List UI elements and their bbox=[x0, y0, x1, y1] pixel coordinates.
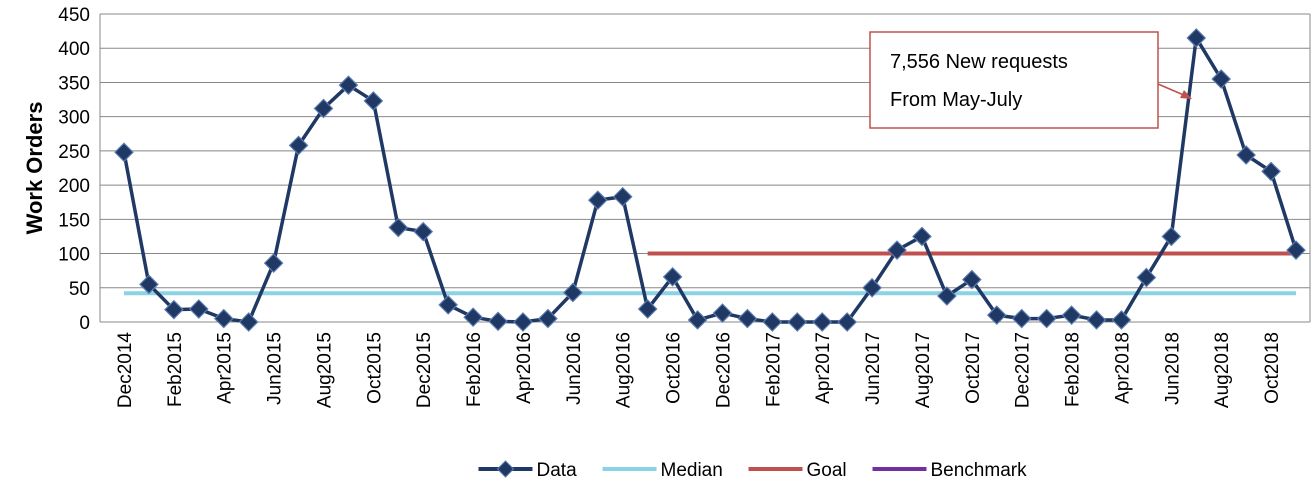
y-tick-label: 100 bbox=[58, 245, 90, 266]
data-point bbox=[238, 312, 259, 332]
data-point bbox=[213, 308, 234, 329]
data-point bbox=[388, 217, 409, 238]
x-tick-label: Feb2018 bbox=[1063, 332, 1084, 407]
y-tick-label: 0 bbox=[79, 313, 90, 334]
y-tick-label: 50 bbox=[69, 279, 90, 300]
data-point bbox=[338, 75, 359, 96]
data-point bbox=[313, 98, 334, 119]
y-tick-label: 350 bbox=[58, 73, 90, 94]
legend-label: Median bbox=[661, 460, 723, 481]
annotation-box bbox=[869, 31, 1159, 129]
annotation-arrow bbox=[1157, 83, 1187, 97]
data-point bbox=[513, 312, 533, 332]
x-tick-label: Feb2015 bbox=[165, 332, 186, 407]
x-tick-label: Aug2016 bbox=[614, 332, 635, 408]
data-point bbox=[612, 186, 633, 207]
x-tick-label: Dec2015 bbox=[414, 332, 435, 408]
data-point bbox=[1136, 267, 1157, 288]
data-point bbox=[737, 308, 758, 329]
x-tick-label: Jun2015 bbox=[265, 332, 286, 405]
x-tick-label: Dec2016 bbox=[713, 332, 734, 408]
data-point bbox=[961, 269, 982, 290]
data-point bbox=[912, 226, 932, 247]
legend-label: Goal bbox=[807, 460, 847, 481]
data-point bbox=[812, 312, 833, 332]
x-tick-label: Aug2015 bbox=[314, 332, 335, 408]
y-tick-label: 200 bbox=[58, 176, 90, 197]
data-point bbox=[288, 135, 309, 156]
x-tick-label: Jun2016 bbox=[564, 332, 585, 405]
data-point bbox=[1161, 226, 1182, 247]
x-tick-label: Jun2017 bbox=[863, 332, 884, 405]
data-point bbox=[837, 312, 857, 332]
data-point bbox=[563, 282, 583, 303]
x-tick-label: Apr2016 bbox=[514, 332, 535, 404]
data-point bbox=[538, 308, 558, 329]
data-point bbox=[1111, 310, 1132, 330]
annotation-line: 7,556 New requests bbox=[890, 51, 1068, 73]
x-tick-label: Apr2017 bbox=[813, 332, 834, 404]
x-tick-label: Dec2017 bbox=[1013, 332, 1034, 408]
data-point bbox=[687, 310, 708, 330]
annotation-arrowhead bbox=[1180, 90, 1192, 99]
y-tick-label: 450 bbox=[58, 5, 90, 26]
data-point bbox=[1261, 161, 1281, 182]
data-point bbox=[413, 221, 434, 242]
data-point bbox=[787, 312, 808, 332]
x-tick-label: Aug2018 bbox=[1212, 332, 1233, 408]
data-point bbox=[1036, 308, 1057, 329]
data-point bbox=[114, 142, 134, 163]
data-point bbox=[937, 286, 957, 306]
data-point bbox=[1011, 308, 1032, 329]
x-tick-label: Oct2016 bbox=[664, 332, 685, 404]
data-point bbox=[1236, 145, 1256, 165]
legend-label: Benchmark bbox=[931, 460, 1028, 481]
data-point bbox=[662, 266, 683, 287]
data-point bbox=[762, 312, 783, 332]
x-tick-label: Oct2017 bbox=[963, 332, 984, 404]
data-point bbox=[1186, 28, 1207, 48]
data-point bbox=[1061, 305, 1082, 326]
y-tick-label: 250 bbox=[58, 142, 90, 163]
x-tick-label: Dec2014 bbox=[115, 332, 136, 408]
data-point bbox=[488, 311, 508, 332]
x-tick-label: Oct2018 bbox=[1262, 332, 1283, 404]
x-tick-label: Apr2015 bbox=[215, 332, 236, 404]
data-point bbox=[887, 240, 907, 260]
x-tick-label: Feb2017 bbox=[763, 332, 784, 407]
data-point bbox=[587, 190, 608, 211]
y-axis-title: Work Orders bbox=[22, 102, 47, 235]
data-point bbox=[712, 303, 733, 323]
data-point bbox=[363, 91, 384, 111]
y-tick-label: 400 bbox=[58, 39, 90, 60]
series bbox=[114, 28, 1306, 332]
y-tick-label: 150 bbox=[58, 210, 90, 231]
data-point bbox=[438, 295, 459, 315]
data-point bbox=[164, 299, 184, 320]
x-tick-label: Oct2015 bbox=[364, 332, 385, 404]
legend-label: Data bbox=[537, 460, 578, 481]
data-point bbox=[637, 299, 658, 319]
data-point bbox=[1211, 69, 1232, 89]
legend-marker bbox=[496, 460, 515, 478]
x-tick-label: Feb2016 bbox=[464, 332, 485, 407]
data-point bbox=[1086, 310, 1107, 330]
x-tick-label: Apr2018 bbox=[1112, 332, 1133, 404]
data-point bbox=[263, 253, 284, 273]
data-point bbox=[463, 307, 483, 328]
y-tick-label: 300 bbox=[58, 108, 90, 129]
data-point bbox=[188, 299, 209, 319]
x-tick-label: Jun2018 bbox=[1162, 332, 1183, 405]
data-point bbox=[862, 277, 882, 298]
x-tick-label: Aug2017 bbox=[913, 332, 934, 408]
data-point bbox=[1286, 240, 1306, 260]
data-point bbox=[139, 274, 159, 295]
data-point bbox=[986, 305, 1007, 326]
legend: Data Median Goal Benchmark bbox=[478, 460, 1028, 481]
annotation-line: From May-July bbox=[890, 89, 1022, 111]
